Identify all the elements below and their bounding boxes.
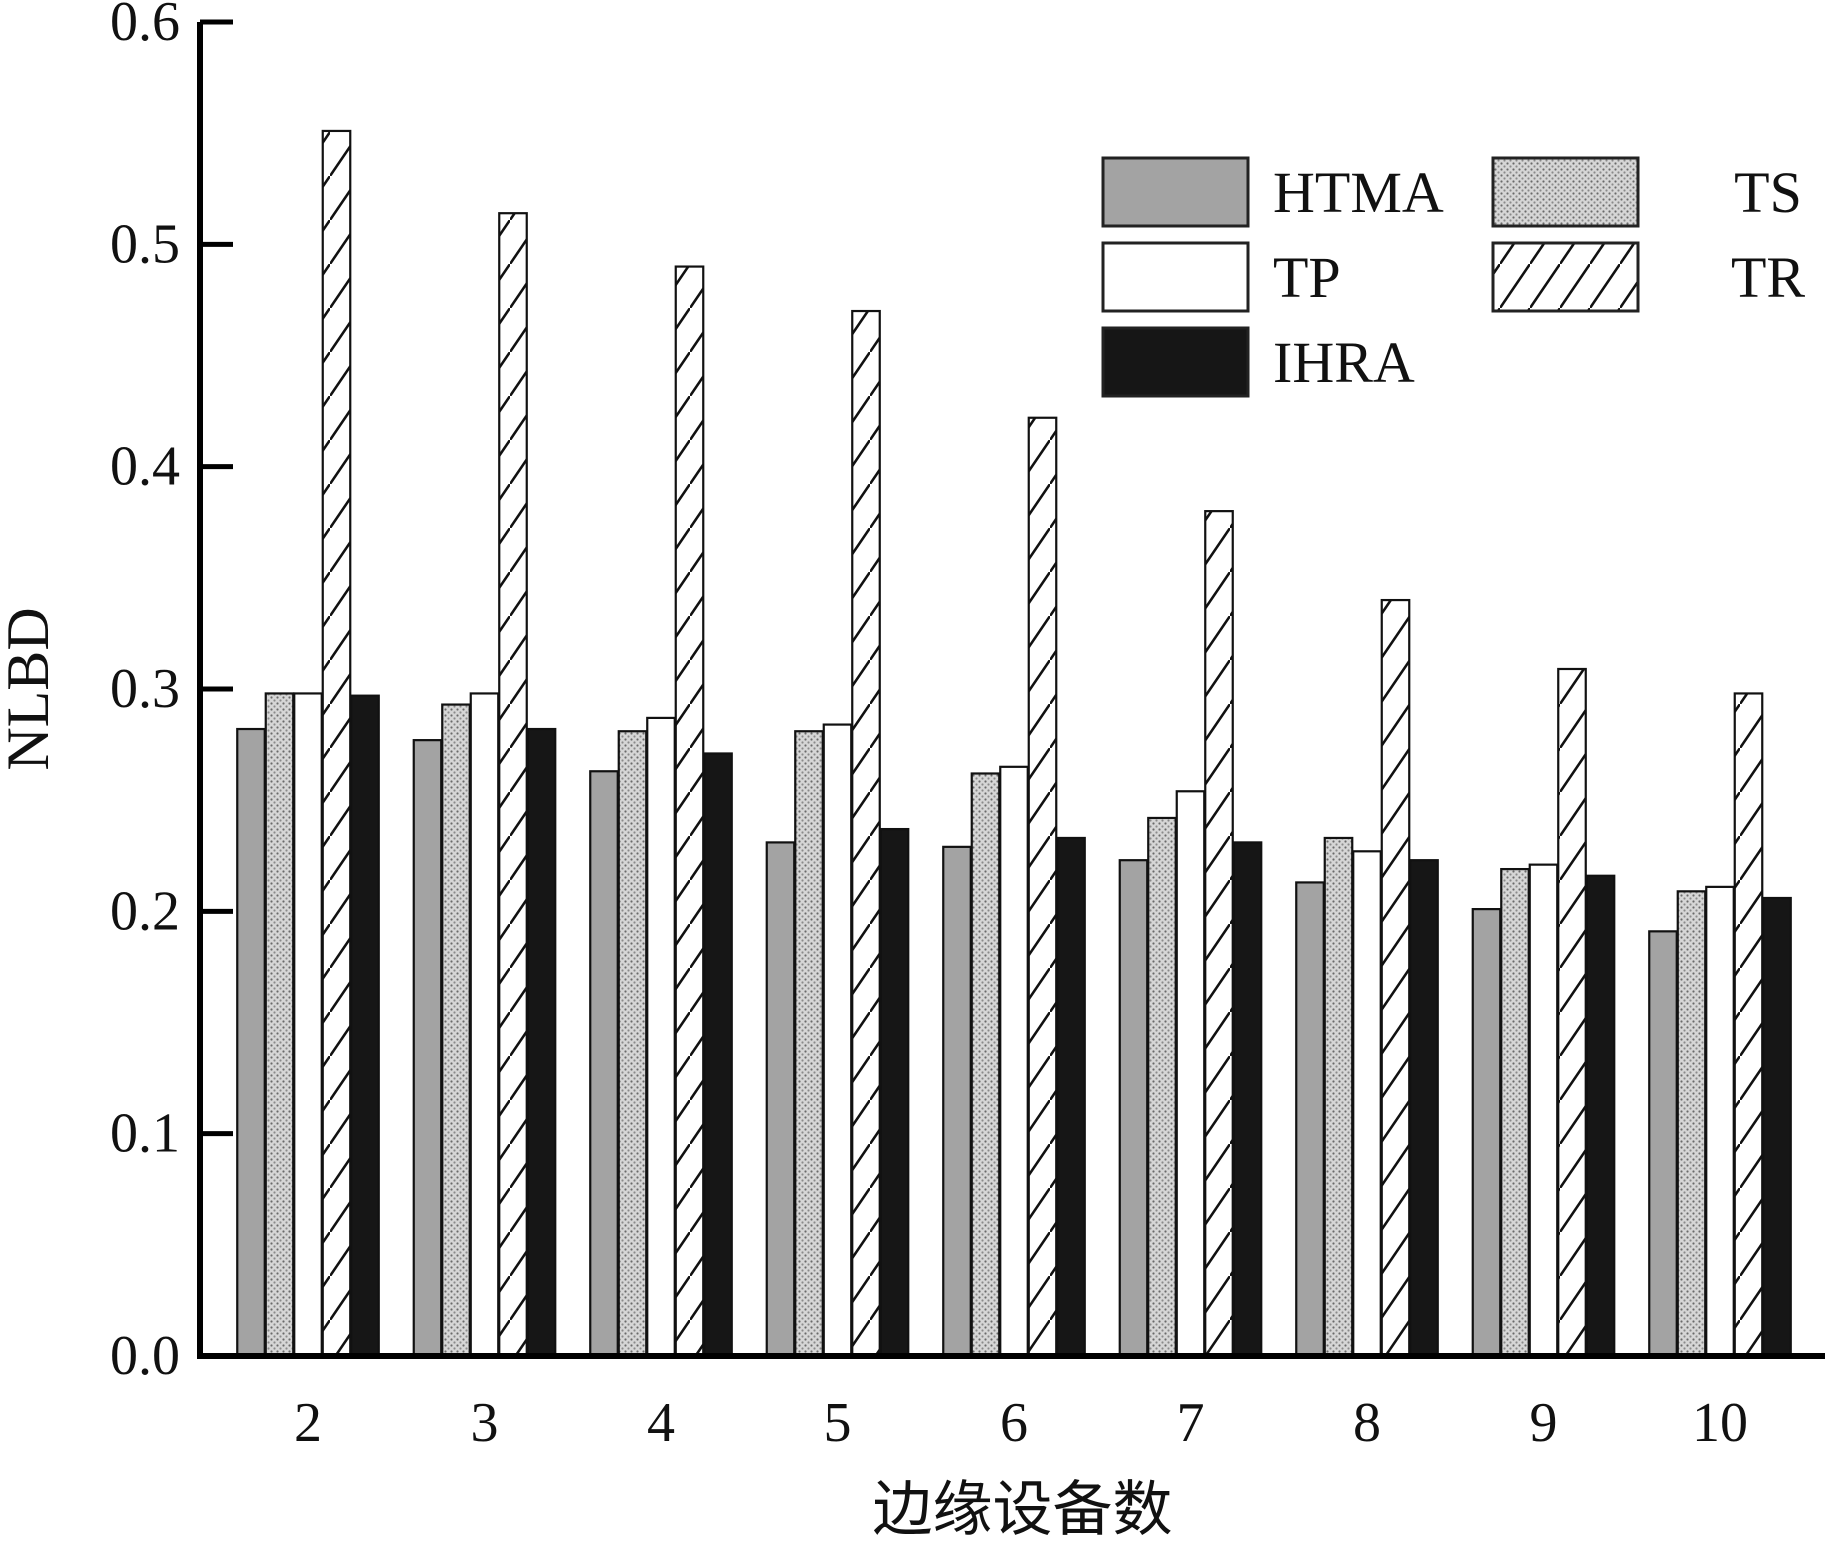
bar-htma-4 xyxy=(589,770,619,1358)
bar-tp-2 xyxy=(293,692,323,1358)
bar-tr-10 xyxy=(1733,692,1764,1358)
x-tick-label: 9 xyxy=(1530,1392,1558,1454)
legend-label: TP xyxy=(1273,245,1341,310)
bar-htma-8 xyxy=(1295,881,1325,1358)
bar-ts-10 xyxy=(1676,890,1707,1358)
y-tick-label: 0.6 xyxy=(110,0,180,53)
legend-label: TS xyxy=(1734,160,1802,225)
bar-tr-2 xyxy=(321,129,352,1358)
axes: 0.0 0.1 0.2 0.3 0.4 0.5 0.6 2 3 4 5 6 7 8 9 10 xyxy=(110,0,1825,1454)
legend-swatch xyxy=(1491,241,1640,313)
bar-tr-5 xyxy=(851,309,881,1358)
x-tick-label: 10 xyxy=(1692,1392,1748,1454)
x-tick-label: 8 xyxy=(1353,1392,1381,1454)
legend: HTMA TS TP TR IHRA xyxy=(1101,156,1805,398)
bar-tr-8 xyxy=(1380,598,1411,1358)
bar-tr-4 xyxy=(674,265,705,1358)
bar-ts-2 xyxy=(264,692,295,1358)
y-tick-label: 0.5 xyxy=(110,213,180,275)
bar-htma-9 xyxy=(1471,908,1502,1358)
bar-tp-3 xyxy=(469,692,500,1358)
y-tick-label: 0.2 xyxy=(110,880,180,942)
bar-htma-5 xyxy=(765,841,796,1358)
bar-ihra-5 xyxy=(879,827,910,1358)
legend-swatch xyxy=(1491,156,1640,228)
x-axis-label: 边缘设备数 xyxy=(873,1477,1173,1543)
bar-ts-3 xyxy=(441,703,471,1358)
legend-label: IHRA xyxy=(1273,330,1415,395)
bar-group-7 xyxy=(1118,510,1263,1358)
bar-ihra-2 xyxy=(350,694,380,1358)
bar-ts-6 xyxy=(970,772,1001,1358)
bar-ts-8 xyxy=(1323,836,1354,1358)
y-tick-label: 0.3 xyxy=(110,658,180,720)
bar-htma-7 xyxy=(1118,859,1149,1358)
bar-tp-9 xyxy=(1528,863,1559,1358)
bar-htma-2 xyxy=(236,727,266,1358)
bar-ihra-3 xyxy=(526,727,557,1358)
legend-swatch xyxy=(1101,326,1250,398)
bar-group-6 xyxy=(942,416,1086,1358)
legend-item-tr: TR xyxy=(1491,241,1805,313)
bar-tp-8 xyxy=(1352,850,1382,1358)
x-tick-label: 2 xyxy=(294,1392,322,1454)
x-tick-label: 7 xyxy=(1177,1392,1205,1454)
x-tick-label: 3 xyxy=(471,1392,499,1454)
bar-tr-3 xyxy=(498,212,528,1358)
x-tick-label: 4 xyxy=(647,1392,675,1454)
bar-ts-7 xyxy=(1147,816,1177,1358)
bar-tr-7 xyxy=(1204,510,1234,1358)
x-tick-label: 5 xyxy=(824,1392,852,1454)
y-axis-ticks: 0.0 0.1 0.2 0.3 0.4 0.5 0.6 xyxy=(110,0,233,1387)
legend-item-ts: TS xyxy=(1491,156,1802,228)
bar-tr-9 xyxy=(1557,667,1587,1358)
legend-item-ihra: IHRA xyxy=(1101,326,1415,398)
bar-group-8 xyxy=(1295,598,1439,1358)
bar-tp-5 xyxy=(822,723,853,1358)
bar-ts-5 xyxy=(794,730,824,1358)
y-axis-label: NLBD xyxy=(0,607,61,770)
legend-swatch xyxy=(1101,156,1250,228)
bar-htma-6 xyxy=(942,845,972,1358)
bar-tp-4 xyxy=(646,716,676,1358)
bar-group-4 xyxy=(589,265,733,1358)
bar-group-2 xyxy=(236,129,380,1358)
legend-swatch xyxy=(1101,241,1250,313)
bar-ihra-9 xyxy=(1585,874,1616,1358)
bar-tp-6 xyxy=(999,765,1029,1358)
bar-tp-10 xyxy=(1705,885,1735,1358)
legend-item-tp: TP xyxy=(1101,241,1341,313)
bar-ts-4 xyxy=(617,730,648,1358)
legend-label: HTMA xyxy=(1273,160,1444,225)
bar-group-9 xyxy=(1471,667,1616,1358)
bar-ts-9 xyxy=(1500,867,1530,1358)
bar-ihra-8 xyxy=(1409,859,1439,1358)
bar-htma-10 xyxy=(1648,930,1678,1358)
y-tick-label: 0.1 xyxy=(110,1103,180,1165)
x-axis-ticks: 2 3 4 5 6 7 8 9 10 xyxy=(294,1392,1748,1454)
legend-item-htma: HTMA xyxy=(1101,156,1444,228)
bar-group-5 xyxy=(765,309,910,1358)
y-tick-label: 0.0 xyxy=(110,1325,180,1387)
bar-group-3 xyxy=(412,212,557,1358)
bar-tp-7 xyxy=(1175,790,1206,1358)
y-tick-label: 0.4 xyxy=(110,436,180,498)
bar-ihra-10 xyxy=(1762,896,1792,1358)
bar-ihra-4 xyxy=(703,752,733,1358)
x-tick-label: 6 xyxy=(1000,1392,1028,1454)
bar-htma-3 xyxy=(412,739,443,1358)
bar-ihra-6 xyxy=(1056,836,1086,1358)
bar-tr-6 xyxy=(1027,416,1058,1358)
bar-group-10 xyxy=(1648,692,1792,1358)
bars-layer xyxy=(236,129,1792,1358)
legend-label: TR xyxy=(1731,245,1805,310)
bar-ihra-7 xyxy=(1232,841,1263,1358)
